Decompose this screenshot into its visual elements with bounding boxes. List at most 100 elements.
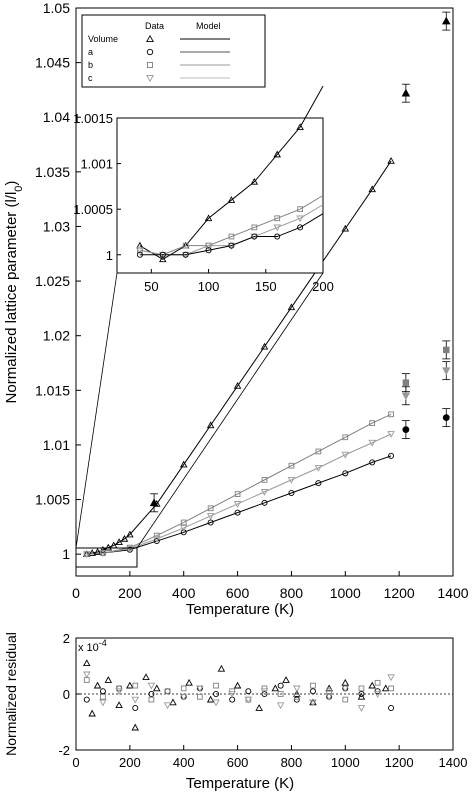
residual-point-volume <box>341 678 350 686</box>
residual-exponent-power: -4 <box>99 638 107 648</box>
data-point-a <box>388 452 395 459</box>
data-point-volume <box>206 421 215 429</box>
data-point-a <box>207 519 214 526</box>
inset-plot-frame <box>116 117 324 274</box>
data-point-c <box>126 545 134 553</box>
residual-point-a <box>132 705 139 712</box>
legend-row-label-a: a <box>88 47 93 57</box>
data-point-volume <box>287 303 296 311</box>
inset-data-point-a <box>297 224 304 231</box>
main-y-tick-label: 1.005 <box>35 492 70 508</box>
data-point-b <box>315 448 322 455</box>
residual-x-tick-label: 1400 <box>439 755 468 770</box>
residual-point-c <box>212 699 220 707</box>
residual-point-c <box>387 674 395 682</box>
legend-row-label-b: b <box>88 60 93 70</box>
high-t-point-volume <box>149 498 159 507</box>
model-line-c <box>86 433 392 555</box>
residual-point-c <box>196 685 204 693</box>
inset-y-axis: 1 1.0005 1.001 1.0015 <box>73 111 121 263</box>
inset-data-point-volume <box>296 123 304 130</box>
inset-data-point-c <box>296 215 304 223</box>
residual-chart: 0 200 400 600 800 1000 1200 1400 -202 x 10-4 Te… <box>3 631 467 792</box>
main-x-tick-label: 600 <box>226 585 250 601</box>
data-point-b <box>261 477 268 483</box>
residual-x-tick-label: 600 <box>227 755 249 770</box>
inset-x-tick-label: 50 <box>144 279 158 294</box>
data-point-volume <box>387 156 395 164</box>
data-point-b <box>288 462 295 469</box>
residual-point-volume <box>142 673 150 681</box>
inset-x-tick-label: 150 <box>255 279 277 294</box>
legend-symbol-volume <box>146 34 154 43</box>
residual-point-c <box>179 693 188 701</box>
residual-x-axis: 0 200 400 600 800 1000 1200 1400 <box>72 745 467 770</box>
residual-point-volume <box>381 684 390 692</box>
inset-y-tick-label: 1.0015 <box>73 111 113 126</box>
residual-y-axis: -2 0 2 <box>58 631 81 758</box>
main-y-axis-label-close: ) <box>3 181 20 186</box>
inset-y-tick-label: 1.001 <box>80 157 113 172</box>
main-chart: 0 200 400 600 800 1000 1200 1400 11.0051.011.01… <box>3 0 469 618</box>
inset-data-point-volume <box>159 255 167 263</box>
residual-point-b <box>277 691 284 697</box>
inset-y-tick-label: 1 <box>106 248 113 263</box>
data-point-a <box>180 529 187 536</box>
main-x-axis-label: Temperature (K) <box>186 601 294 618</box>
residual-point-c <box>131 696 140 704</box>
high-t-point-volume <box>401 88 411 97</box>
inset-data-point-b <box>251 224 258 231</box>
high-t-point-a <box>442 414 450 422</box>
main-y-tick-label: 1.01 <box>43 437 70 453</box>
data-point-c <box>368 439 376 447</box>
residual-point-volume <box>115 701 123 709</box>
data-point-c <box>153 536 161 543</box>
residual-point-c <box>260 688 269 696</box>
main-y-axis-label: Normalized lattice parameter (l/l0) <box>3 181 25 404</box>
residual-point-b <box>342 696 349 703</box>
data-point-b <box>180 519 187 526</box>
main-data-points <box>83 11 451 559</box>
high-t-point-c <box>401 392 411 401</box>
residual-x-tick-label: 1000 <box>331 755 360 770</box>
residual-point-c <box>147 682 156 690</box>
residual-point-volume <box>233 681 242 689</box>
data-point-volume <box>115 538 123 545</box>
residual-point-c <box>115 688 123 696</box>
legend-row-label-volume: Volume <box>88 34 118 44</box>
residual-point-c <box>83 671 91 679</box>
data-point-volume <box>368 185 376 193</box>
residual-point-c <box>357 705 366 712</box>
inset-data-point-a <box>159 251 166 258</box>
residual-point-volume <box>206 695 215 703</box>
residual-point-c <box>341 685 350 693</box>
residual-point-volume <box>271 684 280 692</box>
legend-data-header: Data <box>145 21 164 31</box>
main-y-tick-label: 1.04 <box>43 109 70 125</box>
inset-x-tick-label: 100 <box>198 279 220 294</box>
main-y-tick-label: 1.015 <box>35 382 70 398</box>
residual-point-volume <box>282 676 290 683</box>
residual-point-b <box>388 685 394 692</box>
residual-point-volume <box>293 690 301 697</box>
main-y-tick-label: 1.03 <box>43 218 70 234</box>
residual-point-c <box>99 699 107 707</box>
inset-data-point-b <box>182 242 189 249</box>
residual-point-a <box>83 696 90 703</box>
legend: Data Model Volume a b c <box>81 14 266 88</box>
data-point-c <box>260 489 269 496</box>
inset-data-point-b <box>228 233 235 240</box>
residual-point-volume <box>83 659 91 667</box>
data-point-volume <box>179 460 188 468</box>
inset-model-line-b <box>139 195 324 256</box>
residual-x-tick-label: 1200 <box>385 755 414 770</box>
data-point-volume <box>260 342 269 350</box>
legend-row-label-c: c <box>88 73 93 83</box>
residual-point-volume <box>88 709 96 717</box>
residual-point-b <box>100 693 106 700</box>
data-point-c <box>314 465 323 472</box>
residual-point-volume <box>185 678 193 686</box>
high-t-point-a <box>402 426 410 434</box>
inset-data-point-a <box>251 233 258 240</box>
residual-point-b <box>132 682 139 689</box>
